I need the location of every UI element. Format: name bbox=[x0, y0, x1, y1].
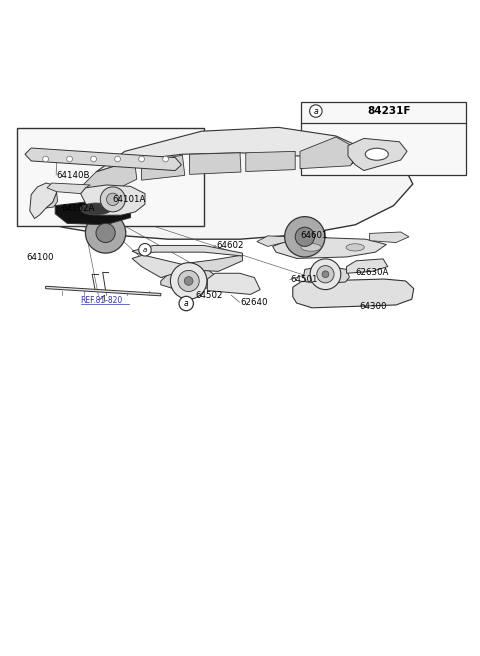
Polygon shape bbox=[190, 153, 241, 174]
Circle shape bbox=[107, 193, 119, 205]
Circle shape bbox=[170, 262, 207, 299]
Polygon shape bbox=[273, 237, 386, 258]
Bar bbox=[301, 102, 466, 175]
Text: 64140B: 64140B bbox=[57, 171, 90, 180]
Polygon shape bbox=[79, 160, 137, 195]
Text: REF.81-820: REF.81-820 bbox=[81, 296, 123, 305]
Circle shape bbox=[285, 216, 325, 257]
Polygon shape bbox=[370, 232, 409, 243]
Polygon shape bbox=[161, 270, 218, 289]
Polygon shape bbox=[300, 137, 360, 169]
Polygon shape bbox=[347, 259, 388, 274]
Polygon shape bbox=[132, 255, 183, 277]
Text: 64502: 64502 bbox=[196, 291, 223, 300]
Ellipse shape bbox=[365, 148, 388, 160]
Polygon shape bbox=[257, 236, 287, 247]
Circle shape bbox=[100, 187, 125, 212]
Polygon shape bbox=[246, 152, 295, 171]
Ellipse shape bbox=[101, 200, 120, 209]
Circle shape bbox=[139, 156, 144, 162]
Ellipse shape bbox=[301, 243, 321, 251]
Polygon shape bbox=[207, 274, 260, 295]
Circle shape bbox=[43, 156, 48, 162]
Polygon shape bbox=[183, 255, 242, 272]
Circle shape bbox=[67, 156, 72, 162]
Circle shape bbox=[85, 213, 126, 253]
Polygon shape bbox=[25, 148, 181, 171]
Text: 62630A: 62630A bbox=[355, 268, 389, 277]
Polygon shape bbox=[46, 286, 161, 296]
Circle shape bbox=[179, 297, 193, 311]
Polygon shape bbox=[46, 193, 58, 208]
Polygon shape bbox=[81, 185, 145, 215]
Circle shape bbox=[139, 243, 151, 256]
Text: a: a bbox=[143, 247, 147, 253]
Polygon shape bbox=[348, 138, 407, 171]
Circle shape bbox=[310, 105, 322, 117]
Polygon shape bbox=[30, 183, 57, 218]
Text: a: a bbox=[184, 299, 189, 308]
Circle shape bbox=[317, 266, 334, 283]
Text: 64300: 64300 bbox=[359, 302, 386, 311]
Text: 64102A: 64102A bbox=[61, 205, 95, 213]
Circle shape bbox=[295, 227, 314, 247]
Polygon shape bbox=[293, 279, 414, 308]
Text: 64501: 64501 bbox=[290, 276, 318, 285]
Circle shape bbox=[184, 277, 193, 285]
Text: 64601: 64601 bbox=[300, 232, 327, 240]
Text: 64101A: 64101A bbox=[113, 195, 146, 204]
Bar bbox=[17, 128, 204, 226]
Text: 84231F: 84231F bbox=[367, 106, 410, 116]
Circle shape bbox=[310, 259, 341, 289]
Text: 64602: 64602 bbox=[216, 241, 243, 250]
Text: 62640: 62640 bbox=[240, 298, 267, 307]
Text: a: a bbox=[313, 106, 318, 115]
Circle shape bbox=[96, 223, 115, 243]
Circle shape bbox=[115, 156, 120, 162]
Polygon shape bbox=[142, 155, 185, 180]
Polygon shape bbox=[48, 129, 413, 239]
Polygon shape bbox=[132, 245, 242, 256]
Polygon shape bbox=[96, 127, 370, 172]
Ellipse shape bbox=[81, 203, 111, 215]
Circle shape bbox=[163, 156, 168, 162]
Circle shape bbox=[178, 270, 199, 291]
Ellipse shape bbox=[346, 244, 364, 251]
Circle shape bbox=[322, 271, 329, 277]
Polygon shape bbox=[47, 183, 90, 194]
Polygon shape bbox=[55, 197, 131, 225]
Text: 64100: 64100 bbox=[26, 253, 54, 262]
Circle shape bbox=[91, 156, 96, 162]
Polygon shape bbox=[303, 266, 349, 284]
